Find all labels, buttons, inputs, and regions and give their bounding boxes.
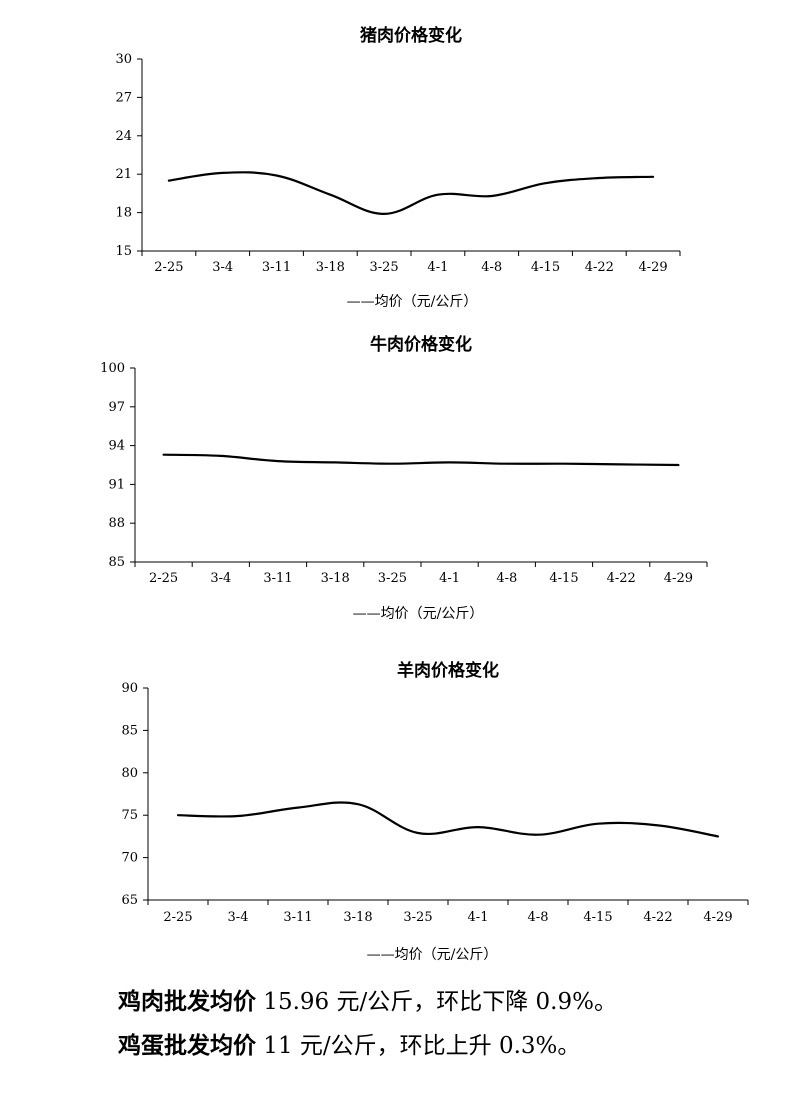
x-tick-label: 4-29 [638, 260, 667, 275]
mutton-chart-svg: 羊肉价格变化 65 70 75 80 85 90 2-25 3-4 3-11 3-18 3-25 4-1… [121, 660, 749, 963]
y-tick-label: 21 [115, 167, 132, 182]
x-tick-label: 4-22 [643, 910, 672, 925]
x-tick-label: 3-11 [262, 260, 291, 275]
mutton-price-chart: 羊肉价格变化 65 70 75 80 85 90 2-25 3-4 3-11 3-18 3-25 4-1… [0, 640, 798, 970]
pork-chart-svg: 猪肉价格变化 15 18 21 24 27 30 2-25 3-4 3-11 3-18 3-25 4-1… [115, 25, 681, 310]
y-tick-label: 91 [108, 477, 125, 492]
x-tick-label: 2-25 [163, 910, 192, 925]
y-tick-label: 70 [121, 851, 138, 866]
beef-price-chart: 牛肉价格变化 85 88 91 94 97 100 2-25 3-4 3-11 3-18 3-25 4-… [0, 320, 798, 640]
x-tick-label: 4-15 [531, 260, 560, 275]
x-tick-label: 3-4 [210, 571, 231, 586]
summary-notes: 鸡肉批发均价 15.96 元/公斤，环比下降 0.9%。 鸡蛋批发均价 11 元… [118, 980, 778, 1068]
legend-label: ——均价（元/公斤） [367, 947, 498, 963]
x-tick-label: 3-11 [283, 910, 312, 925]
x-tick-label: 2-25 [154, 260, 183, 275]
x-tick-label: 4-8 [528, 910, 549, 925]
x-tick-label: 3-25 [378, 571, 407, 586]
x-tick-label: 3-25 [403, 910, 432, 925]
chicken-note-text: 15.96 元/公斤，环比下降 0.9%。 [256, 989, 617, 1015]
y-tick-label: 15 [115, 244, 132, 259]
x-tick-label: 3-18 [343, 910, 372, 925]
y-tick-label: 18 [115, 206, 132, 221]
pork-price-chart: 猪肉价格变化 15 18 21 24 27 30 2-25 3-4 3-11 3-18 3-25 4-1… [0, 0, 798, 320]
x-tick-label: 4-22 [607, 571, 636, 586]
x-tick-label: 3-25 [369, 260, 398, 275]
egg-note-label: 鸡蛋批发均价 [118, 1033, 256, 1059]
y-tick-label: 80 [121, 766, 138, 781]
chart-title: 牛肉价格变化 [370, 334, 472, 355]
x-tick-label: 3-18 [321, 571, 350, 586]
y-tick-label: 97 [108, 400, 125, 415]
x-tick-label: 4-8 [481, 260, 502, 275]
y-tick-label: 30 [115, 52, 132, 67]
legend-label: ——均价（元/公斤） [353, 606, 484, 622]
chart-title: 羊肉价格变化 [397, 660, 499, 681]
egg-price-note: 鸡蛋批发均价 11 元/公斤，环比上升 0.3%。 [118, 1024, 778, 1068]
y-tick-label: 94 [108, 439, 125, 454]
series-line [176, 801, 720, 838]
x-tick-label: 4-15 [583, 910, 612, 925]
x-tick-label: 4-29 [664, 571, 693, 586]
egg-note-text: 11 元/公斤，环比上升 0.3%。 [256, 1033, 581, 1059]
y-tick-label: 75 [121, 808, 138, 823]
x-tick-label: 4-1 [427, 260, 448, 275]
chart-title: 猪肉价格变化 [360, 25, 462, 46]
x-tick-label: 2-25 [149, 571, 178, 586]
x-tick-label: 4-29 [703, 910, 732, 925]
x-tick-label: 4-15 [549, 571, 578, 586]
chicken-note-label: 鸡肉批发均价 [118, 989, 256, 1015]
x-tick-label: 3-4 [228, 910, 249, 925]
x-tick-label: 4-1 [468, 910, 489, 925]
y-tick-label: 100 [100, 361, 125, 376]
y-tick-label: 88 [108, 516, 125, 531]
y-tick-label: 90 [121, 681, 138, 696]
x-tick-label: 3-18 [316, 260, 345, 275]
beef-chart-svg: 牛肉价格变化 85 88 91 94 97 100 2-25 3-4 3-11 3-18 3-25 4-… [100, 334, 708, 622]
series-line [162, 453, 680, 467]
x-tick-label: 4-22 [585, 260, 614, 275]
y-tick-label: 65 [121, 893, 138, 908]
x-tick-label: 4-8 [496, 571, 517, 586]
x-tick-label: 4-1 [439, 571, 460, 586]
y-tick-label: 85 [108, 555, 125, 570]
x-tick-label: 3-4 [212, 260, 233, 275]
y-tick-label: 24 [115, 129, 132, 144]
series-line [167, 171, 655, 215]
y-tick-label: 27 [115, 90, 132, 105]
y-tick-label: 85 [121, 723, 138, 738]
x-tick-label: 3-11 [263, 571, 292, 586]
chicken-price-note: 鸡肉批发均价 15.96 元/公斤，环比下降 0.9%。 [118, 980, 778, 1024]
legend-label: ——均价（元/公斤） [347, 294, 478, 310]
